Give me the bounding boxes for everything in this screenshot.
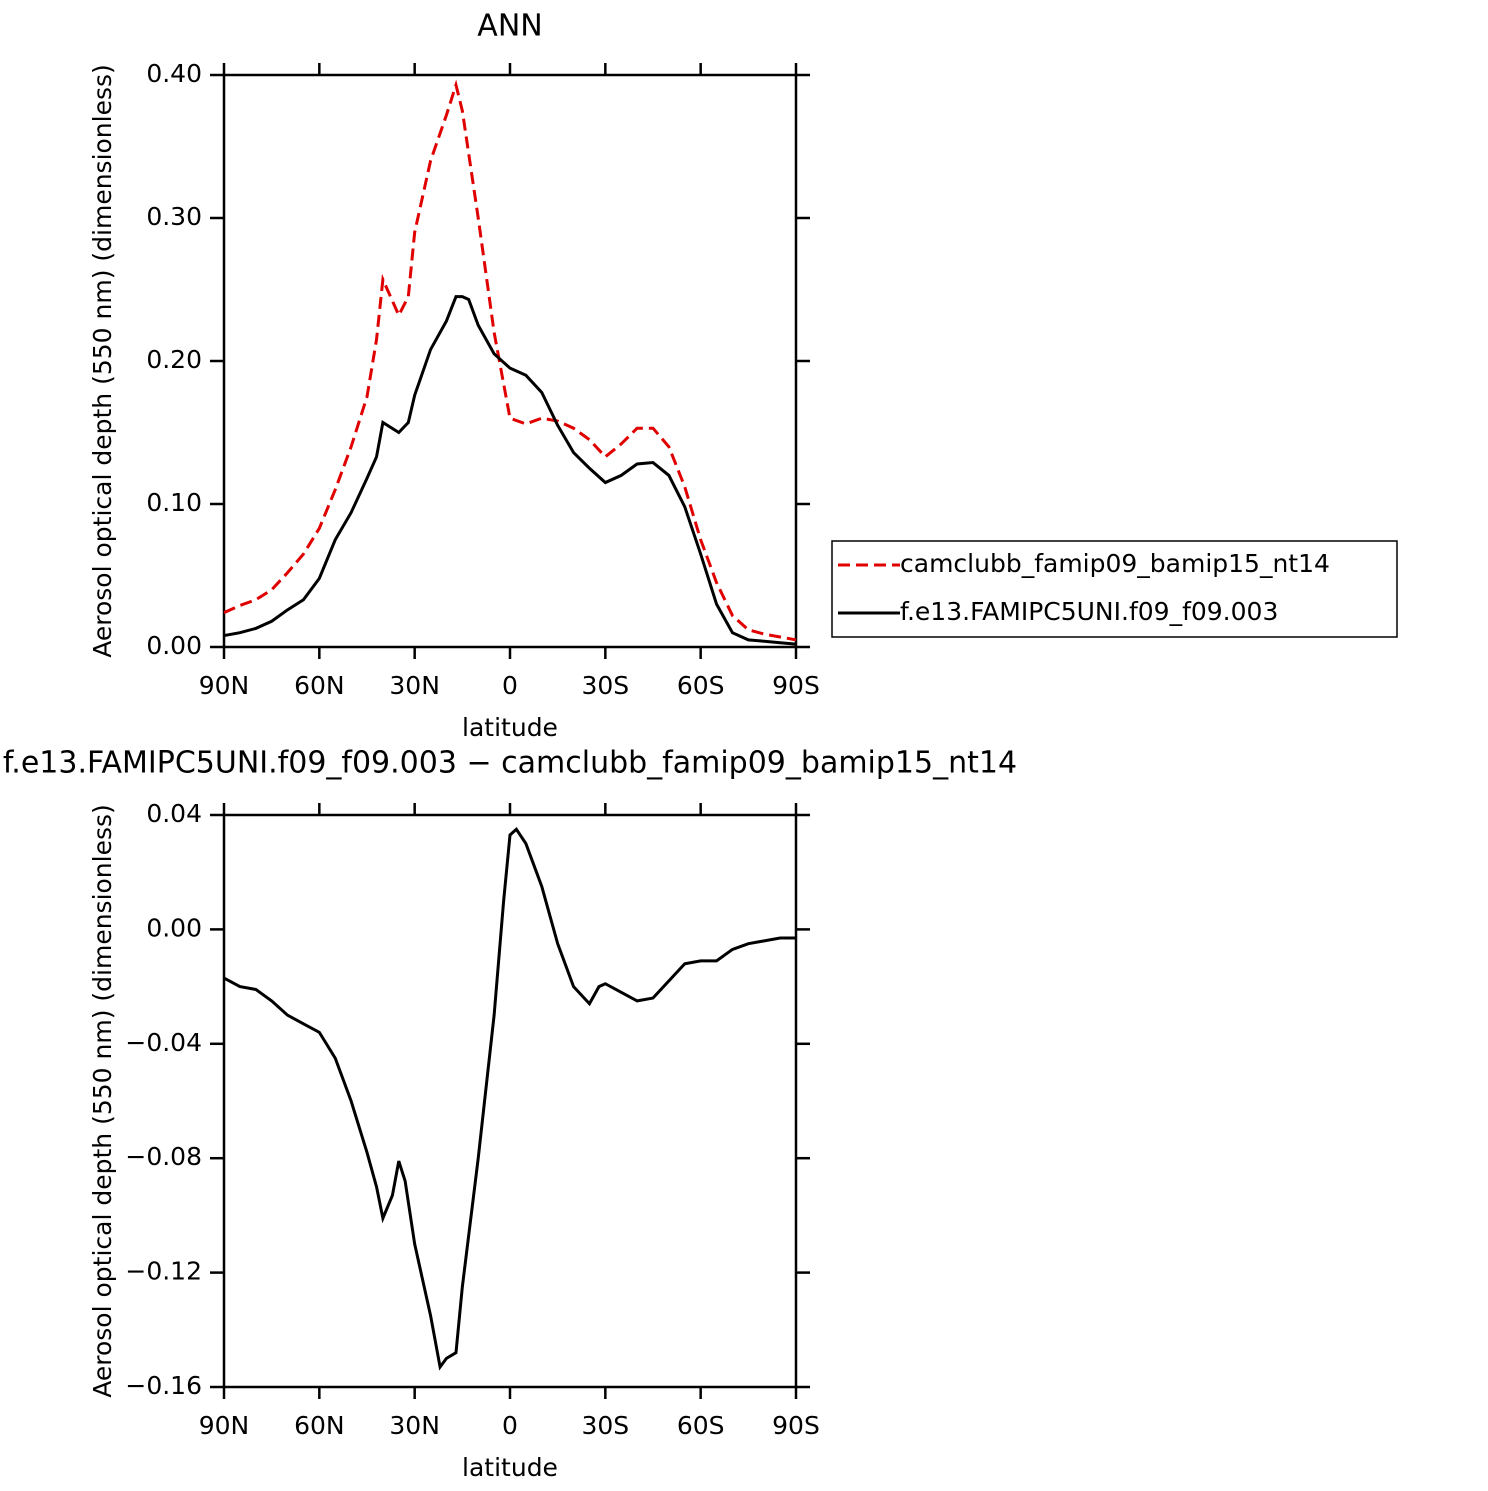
x-tick-label: 90S [772, 671, 820, 700]
x-axis-label: latitude [462, 713, 558, 742]
y-tick-label: 0.00 [146, 913, 202, 942]
y-tick-label: −0.04 [125, 1028, 202, 1057]
legend-box [831, 540, 1398, 638]
y-tick-label: 0.10 [146, 488, 202, 517]
series-line [223, 295, 797, 646]
x-tick-label: 0 [502, 671, 518, 700]
x-axis-label: latitude [462, 1453, 558, 1482]
y-tick-label: 0.04 [146, 799, 202, 828]
x-tick-label: 60S [677, 671, 725, 700]
y-tick-label: −0.12 [125, 1257, 202, 1286]
legend-label: camclubb_famip09_bamip15_nt14 [900, 549, 1330, 578]
y-tick-label: −0.08 [125, 1142, 202, 1171]
plot-frame [222, 73, 798, 649]
x-tick-label: 60S [677, 1411, 725, 1440]
x-tick-label: 90N [199, 1411, 250, 1440]
y-axis-label: Aerosol optical depth (550 nm) (dimensio… [88, 804, 117, 1398]
plot-frame [222, 813, 798, 1389]
x-tick-label: 30N [389, 1411, 440, 1440]
x-tick-label: 30S [581, 1411, 629, 1440]
y-tick-label: 0.00 [146, 631, 202, 660]
y-axis-label: Aerosol optical depth (550 nm) (dimensio… [88, 64, 117, 658]
y-tick-label: 0.20 [146, 345, 202, 374]
x-tick-label: 30N [389, 671, 440, 700]
y-tick-label: −0.16 [125, 1371, 202, 1400]
chart-title: ANN [477, 9, 542, 44]
x-tick-label: 60N [294, 1411, 345, 1440]
legend-label: f.e13.FAMIPC5UNI.f09_f09.003 [900, 597, 1278, 626]
series-line [223, 827, 796, 1371]
y-tick-label: 0.30 [146, 202, 202, 231]
y-tick-label: 0.40 [146, 59, 202, 88]
series-line [223, 79, 797, 642]
x-tick-label: 0 [502, 1411, 518, 1440]
chart-title: f.e13.FAMIPC5UNI.f09_f09.003 − camclubb_… [3, 746, 1017, 781]
x-tick-label: 30S [581, 671, 629, 700]
x-tick-label: 90S [772, 1411, 820, 1440]
x-tick-label: 90N [199, 671, 250, 700]
x-tick-label: 60N [294, 671, 345, 700]
